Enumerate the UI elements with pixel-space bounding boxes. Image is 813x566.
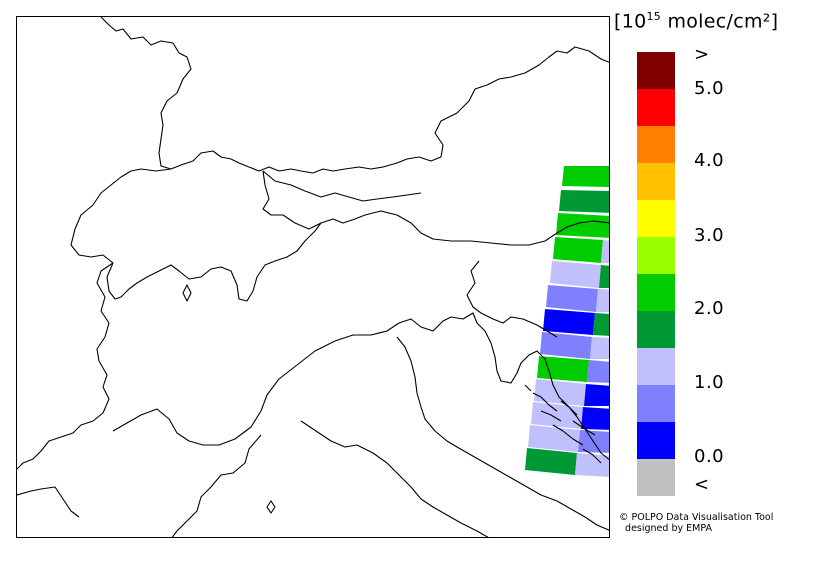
colorbar-swatch [637, 126, 675, 163]
map-panel[interactable] [16, 16, 610, 538]
tick-label: 4.0 [694, 150, 725, 171]
colorbar-swatch [637, 348, 675, 385]
swath-pixel [575, 453, 609, 477]
border-germany [170, 46, 609, 174]
islands-dalmatia [524, 384, 602, 464]
swath-pixel [584, 384, 609, 406]
swath-pixel [596, 289, 609, 312]
border-austria [262, 170, 422, 230]
colorbar-swatch [637, 237, 675, 274]
tick-label: 2.0 [694, 298, 725, 319]
tick-label: 5.0 [694, 78, 725, 99]
tick-label: 0.0 [694, 446, 725, 467]
swath-pixel [581, 407, 609, 430]
tick-label: 3.0 [694, 225, 725, 246]
swath-pixel [590, 337, 609, 359]
tick-label: 1.0 [694, 372, 725, 393]
swath-pixel [540, 332, 592, 359]
colorbar-swatch [637, 163, 675, 200]
colorbar-swatch [637, 274, 675, 311]
swath-pixel [546, 285, 598, 312]
country-borders [17, 17, 609, 537]
swath-pixel [601, 240, 609, 263]
swath-pixel [543, 309, 595, 335]
swath-pixel [562, 166, 609, 187]
units-exponent: 15 [646, 10, 662, 23]
tick-label: > [694, 44, 710, 65]
map-svg [17, 17, 609, 537]
credit-line-1: © POLPO Data Visualisation Tool [619, 512, 774, 523]
credit-line-2: designed by EMPA [619, 523, 712, 534]
swath-pixel [587, 360, 609, 383]
colorbar-swatch [637, 459, 675, 496]
swath-pixel [550, 261, 601, 288]
units-suffix: molec/cm²] [661, 10, 779, 33]
border-italy-west [17, 262, 114, 470]
swath-pixel [525, 448, 577, 475]
corsica-tip [266, 500, 276, 514]
colorbar-units: [1015 molec/cm²] [614, 10, 778, 32]
colorbar-swatch [637, 311, 675, 348]
colorbar-swatch [637, 385, 675, 422]
border-italy-center [171, 420, 489, 537]
credit-text: © POLPO Data Visualisation Tool designed… [619, 512, 773, 534]
swath-pixel [593, 313, 609, 336]
colorbar-swatch [637, 89, 675, 126]
coast-adriatic [17, 312, 609, 518]
swath-pixel [559, 190, 609, 213]
border-north [100, 17, 192, 170]
colorbar-swatch [637, 422, 675, 459]
colorbar-swatch [637, 52, 675, 89]
satellite-swath [525, 166, 609, 477]
swath-pixel [556, 213, 609, 238]
lake-garda [182, 284, 192, 302]
colorbar [637, 52, 675, 496]
swath-pixel [534, 379, 586, 406]
border-swiss [70, 168, 609, 302]
border-slovenia [466, 260, 558, 338]
swath-pixel [528, 425, 580, 452]
units-prefix: [10 [614, 10, 647, 33]
coast-italy-east [396, 336, 609, 531]
tick-label: < [694, 474, 710, 495]
swath-pixel [599, 265, 609, 288]
colorbar-swatch [637, 200, 675, 237]
swath-pixel [578, 430, 609, 453]
swath-pixel [553, 237, 603, 263]
